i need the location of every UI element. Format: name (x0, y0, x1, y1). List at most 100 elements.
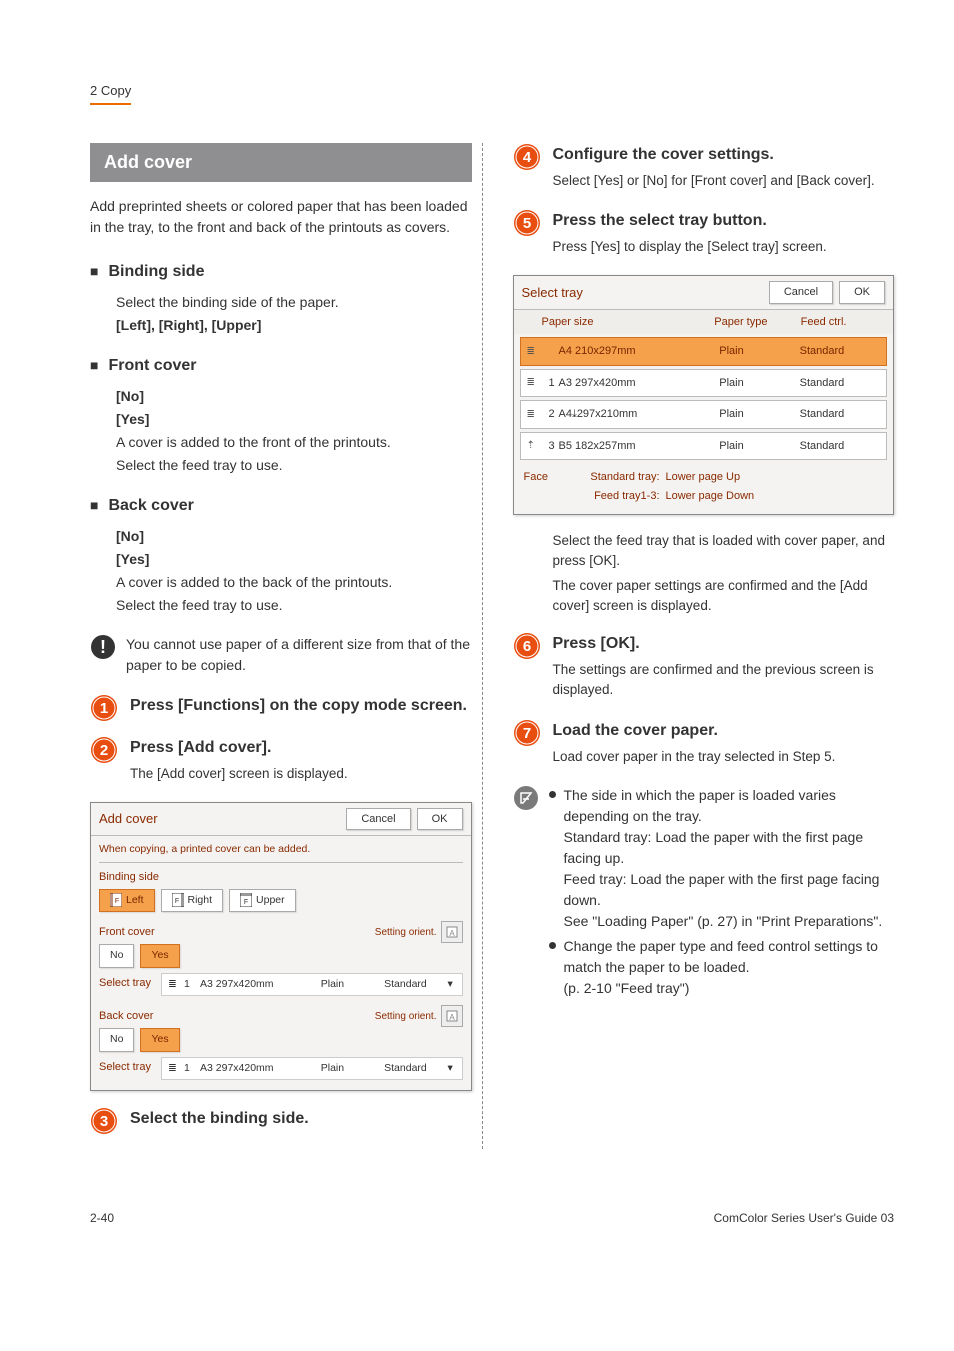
upper-option[interactable]: F Upper (229, 889, 296, 913)
front-no-btn[interactable]: No (99, 944, 134, 968)
tray-size: A3 297x420mm (200, 977, 315, 993)
select-tray-label: Select tray (99, 1059, 155, 1076)
front-tray-button[interactable]: ≣ 1 A3 297x420mm Plain Standard ▾ (161, 973, 463, 997)
tray-icon: ≣ (527, 375, 543, 390)
tray-row[interactable]: ≣2A4⤓297x210mmPlainStandard (520, 400, 888, 429)
left-label: Left (126, 893, 144, 909)
back-yes-btn[interactable]: Yes (140, 1028, 179, 1052)
back-text-2: Select the feed tray to use. (116, 595, 472, 616)
back-cover-heading: Back cover (108, 494, 193, 518)
right-option[interactable]: F Right (161, 889, 224, 913)
page-right-icon: F (172, 893, 184, 907)
tip-2a: Change the paper type and feed control s… (564, 936, 895, 978)
tray-feed: Standard (800, 438, 880, 455)
svg-text:F: F (115, 898, 119, 905)
tray-feed: Standard (800, 406, 880, 423)
tray-row[interactable]: ≣1A3 297x420mmPlainStandard (520, 369, 888, 398)
page-number: 2-40 (90, 1209, 114, 1227)
step-5-after-2: The cover paper settings are confirmed a… (553, 576, 895, 617)
back-cover-label: Back cover (99, 1008, 153, 1025)
tray-icon: ≣ (527, 344, 543, 359)
step-7-title: Load the cover paper. (553, 719, 895, 743)
back-yes-option: [Yes] (116, 549, 472, 570)
back-tray-button[interactable]: ≣ 1 A3 297x420mm Plain Standard ▾ (161, 1057, 463, 1081)
step-2-text: The [Add cover] screen is displayed. (130, 764, 472, 784)
tray-icon: ⇡ (527, 438, 543, 453)
step-4-text: Select [Yes] or [No] for [Front cover] a… (553, 171, 895, 191)
dialog-message: When copying, a printed cover can be add… (99, 842, 463, 863)
back-no-btn[interactable]: No (99, 1028, 134, 1052)
tray-icon: ≣ (527, 407, 543, 422)
orient-icon[interactable]: A (441, 921, 463, 943)
ok-button[interactable]: OK (417, 808, 463, 831)
binding-side-text: Select the binding side of the paper. (116, 292, 472, 313)
front-text-2: Select the feed tray to use. (116, 455, 472, 476)
svg-text:4: 4 (522, 149, 531, 166)
svg-text:6: 6 (522, 638, 530, 655)
front-yes-btn[interactable]: Yes (140, 944, 179, 968)
orient-icon[interactable]: A (441, 1005, 463, 1027)
dialog-title: Add cover (99, 809, 158, 829)
svg-text:F: F (244, 899, 248, 906)
bullet-icon (549, 942, 556, 949)
svg-text:A: A (449, 929, 455, 938)
tray-size: B5 182x257mm (559, 438, 720, 455)
square-bullet-icon: ■ (90, 355, 98, 376)
step-5-title: Press the select tray button. (553, 209, 895, 233)
tray-number: 1 (549, 375, 559, 392)
square-bullet-icon: ■ (90, 261, 98, 282)
upper-label: Upper (256, 893, 285, 909)
svg-text:A: A (449, 1013, 455, 1022)
svg-text:7: 7 (522, 725, 530, 742)
tray-feed: Standard (800, 343, 880, 360)
tray-number: 3 (549, 438, 559, 455)
step-1-title: Press [Functions] on the copy mode scree… (130, 694, 472, 718)
tray-num: 1 (184, 1061, 194, 1077)
step-5-text: Press [Yes] to display the [Select tray]… (553, 237, 895, 257)
tray-row[interactable]: ⇡3B5 182x257mmPlainStandard (520, 432, 888, 461)
front-no-option: [No] (116, 386, 472, 407)
tray-row[interactable]: ≣A4 210x297mmPlainStandard (520, 337, 888, 366)
orient-label: Setting orient. (375, 925, 437, 940)
left-option[interactable]: F Left (99, 889, 155, 913)
intro-text: Add preprinted sheets or colored paper t… (90, 196, 472, 238)
page-upper-icon: F (240, 893, 252, 907)
caution-text: You cannot use paper of a different size… (126, 634, 472, 676)
step-2-title: Press [Add cover]. (130, 736, 472, 760)
binding-side-label: Binding side (99, 869, 463, 886)
front-text-1: A cover is added to the front of the pri… (116, 432, 472, 453)
page-left-icon: F (110, 893, 122, 907)
step-6-icon: 6 (513, 632, 541, 660)
standard-tray-value: Lower page Up (666, 469, 884, 486)
breadcrumb: 2 Copy (90, 81, 131, 105)
tip-1a: The side in which the paper is loaded va… (564, 785, 895, 827)
binding-side-options: [Left], [Right], [Upper] (116, 315, 472, 336)
ok-button[interactable]: OK (839, 281, 885, 304)
tray-size: A4⤓297x210mm (559, 406, 720, 423)
tray-num: 1 (184, 977, 194, 993)
tray-feed: Standard (384, 1061, 441, 1077)
cancel-button[interactable]: Cancel (769, 281, 833, 304)
tray-type: Plain (321, 1061, 378, 1077)
step-7-icon: 7 (513, 719, 541, 747)
svg-text:F: F (174, 898, 178, 905)
doc-title: ComColor Series User's Guide 03 (714, 1209, 894, 1227)
standard-tray-label: Standard tray: (570, 469, 660, 486)
binding-side-heading: Binding side (108, 260, 204, 284)
col-feed-ctrl: Feed ctrl. (801, 314, 887, 331)
step-4-icon: 4 (513, 143, 541, 171)
tray-type: Plain (719, 343, 799, 360)
step-6-title: Press [OK]. (553, 632, 895, 656)
right-label: Right (188, 893, 213, 909)
step-3-title: Select the binding side. (130, 1107, 472, 1131)
tip-2b: (p. 2-10 "Feed tray") (564, 978, 895, 999)
section-title: Add cover (90, 143, 472, 182)
cancel-button[interactable]: Cancel (346, 808, 410, 831)
square-bullet-icon: ■ (90, 495, 98, 516)
step-5-after-1: Select the feed tray that is loaded with… (553, 531, 895, 572)
tray-feed: Standard (384, 977, 441, 993)
tray-type: Plain (719, 406, 799, 423)
svg-text:1: 1 (100, 700, 108, 717)
feed-tray-label: Feed tray1-3: (570, 488, 660, 505)
tip-1d: See "Loading Paper" (p. 27) in "Print Pr… (564, 911, 895, 932)
